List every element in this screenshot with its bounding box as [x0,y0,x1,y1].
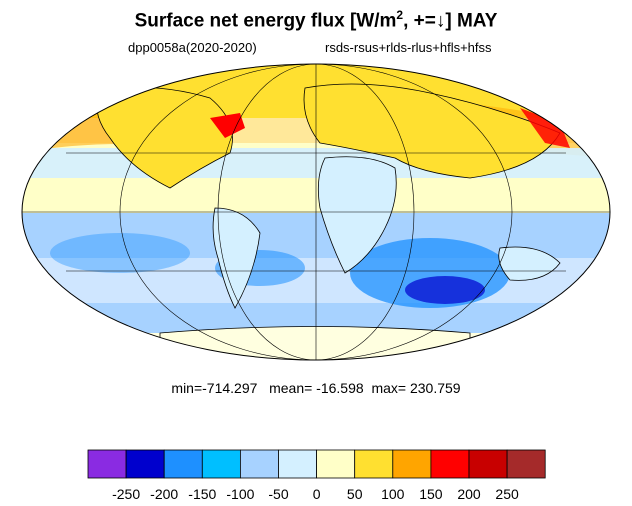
stat-max: max= 230.759 [371,380,461,396]
colorbar-box [354,449,394,479]
colorbar-boxes [87,449,546,479]
colorbar-tick-label: 50 [347,486,363,502]
colorbar-labels: -250 -200 -150 -100 -50 0 50 100 150 200 250 [112,486,519,502]
colorbar-tick-label: 150 [419,486,443,502]
colorbar-box [87,449,127,479]
colorbar-box [392,449,432,479]
colorbar-box [316,449,356,479]
colorbar-box [278,449,317,479]
colorbar-box [239,449,279,479]
stat-min: min=-714.297 [171,380,258,396]
statistics-line: min=-714.297 mean= -16.598 max= 230.759 [0,380,632,396]
colorbar-box [201,449,241,479]
colorbar-box [163,449,203,479]
colorbar-tick-label: -150 [188,486,216,502]
colorbar-box [506,449,546,479]
colorbar-tick-label: 200 [457,486,481,502]
mollweide-map [21,63,611,361]
subtitle-right: rsds-rsus+rlds-rlus+hfls+hfss [325,40,492,55]
colorbar-box [430,449,470,479]
stat-mean: mean= -16.598 [269,380,364,396]
colorbar-tick-label: -100 [226,486,254,502]
subtitle-left: dpp0058a(2020-2020) [128,40,257,55]
map-outline [21,63,611,361]
colorbar-tick-label: 250 [495,486,519,502]
colorbar-tick-label: 0 [313,486,321,502]
colorbar-tick-label: -50 [268,486,288,502]
map-title: Surface net energy flux [W/m2, +=↓] MAY [134,8,498,32]
colorbar-tick-label: -250 [112,486,140,502]
colorbar-box [468,449,508,479]
colorbar: -250 -200 -150 -100 -50 0 50 100 150 200 250 [87,449,546,502]
colorbar-tick-label: -200 [150,486,178,502]
colorbar-box [125,449,165,479]
colorbar-tick-label: 100 [381,486,405,502]
